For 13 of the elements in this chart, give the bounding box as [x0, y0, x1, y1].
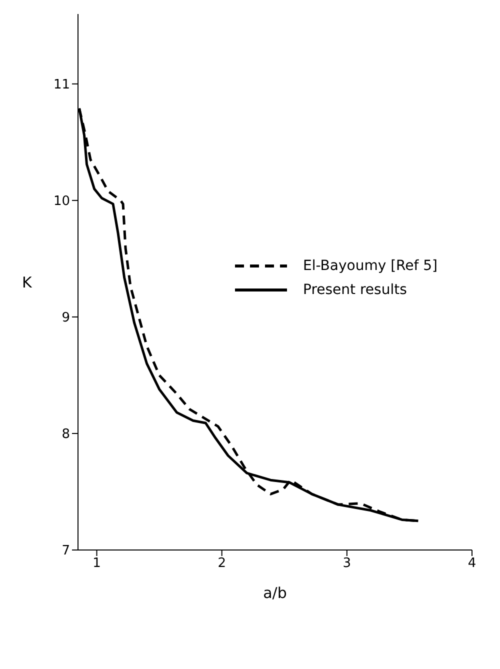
y-tick-label: 8 [62, 427, 70, 442]
y-tick-label: 11 [53, 78, 70, 93]
x-axis-title: a/b [263, 584, 287, 602]
y-tick-label: 7 [62, 544, 70, 559]
x-tick-label: 4 [468, 556, 476, 572]
x-tick-label: 2 [218, 556, 226, 572]
x-tick-label: 1 [92, 556, 101, 572]
legend-label: Present results [303, 282, 407, 298]
x-tick-label: 3 [342, 556, 352, 572]
y-tick-label: 10 [53, 194, 70, 210]
y-tick-label: 9 [62, 310, 70, 326]
y-axis-title: K [22, 273, 33, 292]
legend-label: El-Bayoumy [Ref 5] [303, 258, 438, 274]
